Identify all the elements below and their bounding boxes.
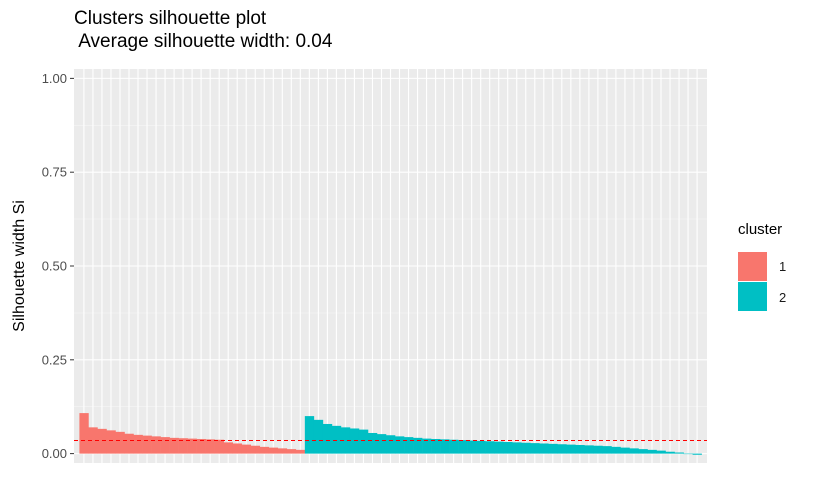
bar-cluster-2 xyxy=(458,440,468,454)
chart-title: Clusters silhouette plot Average silhoue… xyxy=(74,7,332,53)
bar-cluster-2 xyxy=(385,435,396,454)
bar-cluster-2 xyxy=(692,453,702,455)
bar-cluster-2 xyxy=(521,442,531,454)
grid-lines xyxy=(74,69,707,463)
chart-title-line2: Average silhouette width: 0.04 xyxy=(74,31,333,52)
bar-cluster-1 xyxy=(178,438,188,454)
bar-cluster-2 xyxy=(656,450,666,454)
bar-cluster-2 xyxy=(530,443,540,454)
bar-cluster-2 xyxy=(593,445,603,454)
bar-cluster-1 xyxy=(268,447,279,454)
bar-cluster-1 xyxy=(241,444,252,454)
bar-cluster-2 xyxy=(512,442,522,454)
bar-cluster-1 xyxy=(214,439,224,454)
bar-cluster-2 xyxy=(539,443,549,454)
y-tick-label: 0.00 xyxy=(42,446,67,461)
bar-cluster-1 xyxy=(286,449,297,454)
bar-cluster-2 xyxy=(683,453,693,455)
bar-cluster-2 xyxy=(476,440,486,454)
bar-cluster-1 xyxy=(205,439,215,454)
bar-cluster-1 xyxy=(223,442,234,454)
legend-key-cluster-1 xyxy=(738,252,767,281)
bar-cluster-2 xyxy=(322,423,333,454)
chart-title-line1: Clusters silhouette plot xyxy=(74,8,267,29)
bar-cluster-2 xyxy=(313,419,324,454)
bar-cluster-2 xyxy=(422,438,432,454)
bar-cluster-1 xyxy=(259,446,270,454)
bar-cluster-2 xyxy=(331,425,342,454)
legend-label-cluster-2: 2 xyxy=(779,290,787,305)
bar-cluster-2 xyxy=(548,443,558,454)
bar-cluster-2 xyxy=(440,439,450,454)
bar-cluster-2 xyxy=(494,441,504,454)
y-axis: 0.00 0.25 0.50 0.75 1.00 xyxy=(42,71,74,461)
y-tick-label: 0.75 xyxy=(42,165,67,180)
bar-cluster-2 xyxy=(449,439,459,454)
legend-title: cluster xyxy=(738,221,783,238)
bar-cluster-2 xyxy=(647,449,657,454)
bar-cluster-1 xyxy=(133,434,143,454)
bar-cluster-2 xyxy=(611,446,621,454)
y-tick-label: 0.50 xyxy=(42,259,67,274)
bar-cluster-2 xyxy=(413,437,423,454)
bar-cluster-1 xyxy=(196,438,206,454)
bar-cluster-2 xyxy=(638,449,648,454)
bar-cluster-2 xyxy=(485,441,495,454)
legend-key-cluster-2 xyxy=(738,282,767,311)
bar-cluster-1 xyxy=(88,427,98,454)
bars xyxy=(79,413,702,455)
bar-cluster-2 xyxy=(367,432,378,454)
bar-cluster-2 xyxy=(620,447,630,454)
bar-cluster-2 xyxy=(376,434,387,454)
bar-cluster-1 xyxy=(142,435,152,454)
bar-cluster-2 xyxy=(674,452,684,454)
bar-cluster-2 xyxy=(584,445,594,454)
bar-cluster-2 xyxy=(304,416,315,454)
bar-cluster-1 xyxy=(250,445,261,454)
bar-cluster-2 xyxy=(503,441,513,454)
bar-cluster-1 xyxy=(115,431,125,454)
bar-cluster-2 xyxy=(395,436,405,454)
y-tick-label: 1.00 xyxy=(42,71,67,86)
bar-cluster-2 xyxy=(557,444,567,454)
bar-cluster-1 xyxy=(106,430,116,454)
bar-cluster-1 xyxy=(124,433,134,454)
bar-cluster-2 xyxy=(349,428,360,454)
y-axis-label: Silhouette width Si xyxy=(11,200,28,332)
bar-cluster-1 xyxy=(151,436,161,454)
bar-cluster-2 xyxy=(358,429,369,454)
bar-cluster-2 xyxy=(431,438,441,454)
bar-cluster-2 xyxy=(629,448,639,454)
legend-label-cluster-1: 1 xyxy=(779,259,787,274)
bar-cluster-1 xyxy=(97,428,107,454)
bar-cluster-1 xyxy=(187,438,197,454)
bar-cluster-1 xyxy=(277,448,288,454)
bar-cluster-1 xyxy=(160,437,170,454)
bar-cluster-1 xyxy=(169,437,179,454)
bar-cluster-2 xyxy=(340,427,351,454)
bar-cluster-2 xyxy=(665,451,675,454)
bar-cluster-1 xyxy=(232,443,243,454)
bar-cluster-1 xyxy=(295,449,306,454)
bar-cluster-2 xyxy=(566,444,576,454)
bar-cluster-2 xyxy=(404,437,414,454)
bar-cluster-2 xyxy=(575,444,585,454)
bar-cluster-2 xyxy=(467,440,477,454)
y-tick-label: 0.25 xyxy=(42,352,67,367)
bar-cluster-2 xyxy=(602,446,612,454)
bar-cluster-1 xyxy=(79,413,89,454)
